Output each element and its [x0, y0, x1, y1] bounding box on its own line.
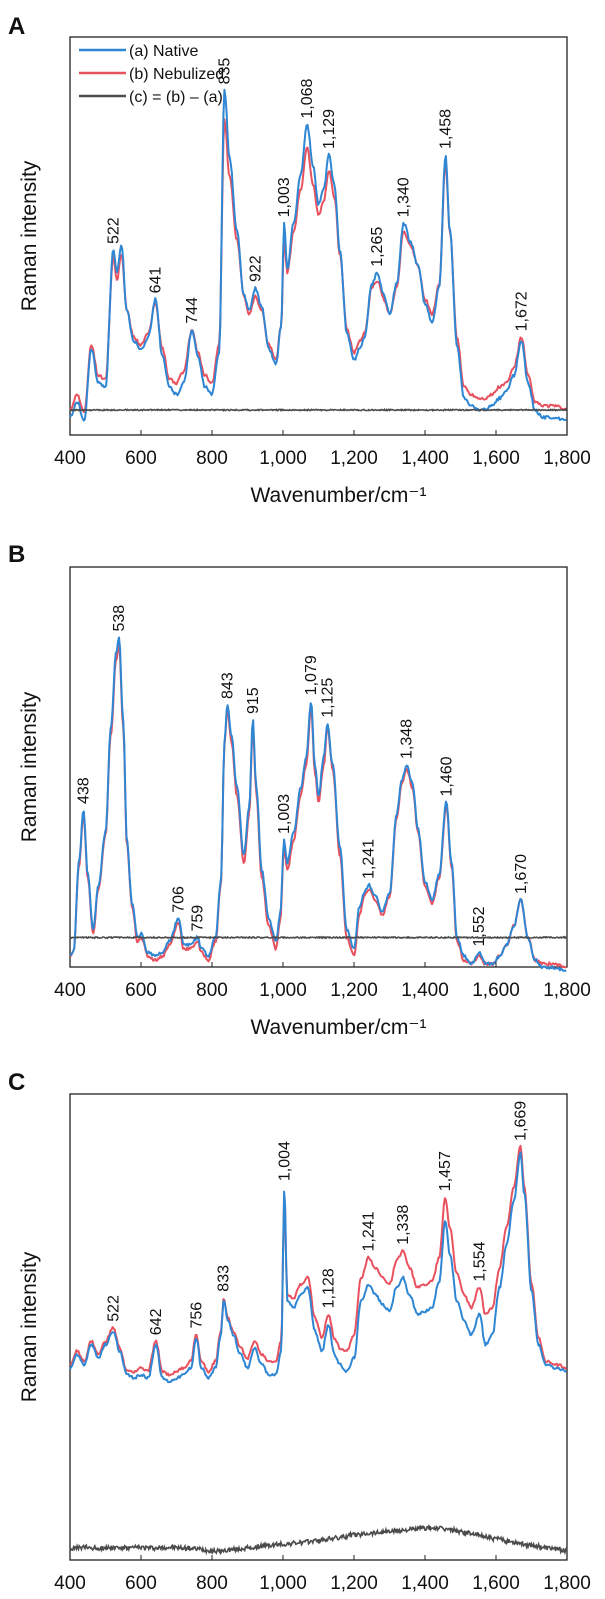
x-axis-title: Wavenumber/cm⁻¹	[250, 1016, 426, 1039]
peak-label: 1,672	[514, 291, 531, 331]
x-tick-label: 1,200	[330, 1573, 378, 1594]
peak-label: 1,669	[513, 1101, 530, 1141]
peak-label: 1,458	[438, 109, 455, 149]
x-tick-label: 1,200	[330, 980, 378, 1001]
series-line-native	[69, 636, 567, 972]
x-tick-label: 1,600	[472, 1573, 520, 1594]
x-tick-label: 800	[196, 980, 228, 1001]
peak-label: 744	[184, 297, 201, 324]
peak-label: 756	[188, 1302, 205, 1329]
series-line-native	[69, 88, 567, 422]
legend: (a) Native (b) Nebulized (c) = (b) – (a)	[79, 43, 224, 106]
plot-frame	[69, 566, 568, 968]
peak-label: 835	[216, 58, 233, 85]
peak-label: 1,457	[437, 1151, 454, 1191]
peak-label: 1,125	[319, 678, 336, 718]
peak-label: 833	[216, 1265, 233, 1292]
difference-line	[69, 1524, 568, 1556]
peak-label: 1,670	[513, 854, 530, 894]
peak-label: 922	[247, 255, 264, 282]
peak-label: 915	[245, 687, 262, 714]
panel-letter: C	[8, 1069, 25, 1096]
x-tick-label: 1,400	[401, 448, 449, 469]
peak-label: 1,348	[399, 719, 416, 759]
x-tick-label: 600	[125, 980, 157, 1001]
peak-label: 1,129	[321, 109, 338, 149]
x-tick-label: 600	[125, 1573, 157, 1594]
y-axis-title: Raman intensity	[18, 1251, 41, 1402]
peak-label: 1,003	[276, 177, 293, 217]
x-tick-label: 400	[54, 980, 86, 1001]
x-tick-label: 400	[54, 448, 86, 469]
peak-label: 1,338	[395, 1205, 412, 1245]
panel-b: B 400 600 800 1,000 1,200 1,400 1,600 1,800 Waven…	[8, 541, 591, 1039]
panel-c: C4006008001,0001,2001,4001,6001,800Waven…	[8, 1069, 591, 1594]
x-tick-label: 800	[196, 1573, 228, 1594]
peak-label: 1,068	[299, 78, 316, 118]
peak-label: 759	[189, 905, 206, 932]
x-tick-label: 1,800	[543, 448, 591, 469]
x-axis-title: Wavenumber/cm⁻¹	[250, 484, 426, 507]
peak-label: 522	[105, 1295, 122, 1322]
series-line-native	[69, 1151, 567, 1384]
x-tick-label: 1,200	[330, 448, 378, 469]
peak-label: 642	[148, 1308, 165, 1335]
difference-line	[69, 935, 568, 940]
legend-label: (c) = (b) – (a)	[129, 89, 223, 106]
x-tick-label: 1,800	[543, 1573, 591, 1594]
panel-a: A 400 600 800 1,000 1,200 1,400 1,600 1,800 Waven…	[8, 13, 591, 507]
peak-label: 1,265	[369, 227, 386, 267]
legend-label: (b) Nebulized	[129, 66, 224, 83]
series-line-nebulized	[69, 644, 567, 969]
peak-label: 438	[76, 777, 93, 804]
x-tick-label: 1,000	[259, 1573, 307, 1594]
plot-frame	[69, 1093, 568, 1561]
legend-label: (a) Native	[129, 43, 198, 60]
peak-label: 1,340	[396, 177, 413, 217]
peak-label: 641	[148, 267, 165, 294]
panel-letter: B	[8, 541, 25, 568]
plot-frame	[69, 36, 568, 436]
x-tick-label: 1,400	[401, 1573, 449, 1594]
peak-label: 1,079	[303, 655, 320, 695]
peak-label: 1,460	[438, 756, 455, 796]
x-tick-label: 1,800	[543, 980, 591, 1001]
x-tick-label: 1,000	[259, 980, 307, 1001]
x-tick-label: 1,400	[401, 980, 449, 1001]
peak-label: 538	[111, 605, 128, 632]
y-axis-title: Raman intensity	[18, 691, 41, 842]
peak-label: 522	[105, 217, 122, 244]
panel-letter: A	[8, 13, 25, 40]
x-tick-label: 1,000	[259, 448, 307, 469]
peak-label: 1,128	[320, 1268, 337, 1308]
peak-label: 1,241	[361, 1211, 378, 1251]
peak-label: 1,004	[276, 1141, 293, 1181]
peak-label: 706	[171, 886, 188, 913]
x-tick-label: 1,600	[472, 980, 520, 1001]
peak-label: 1,552	[471, 906, 488, 946]
peak-label: 1,003	[276, 794, 293, 834]
difference-line	[69, 408, 568, 412]
y-axis-title: Raman intensity	[18, 160, 41, 311]
peak-label: 1,241	[361, 839, 378, 879]
peak-label: 843	[219, 672, 236, 699]
peak-label: 1,554	[472, 1241, 489, 1281]
x-tick-label: 1,600	[472, 448, 520, 469]
series-line-nebulized	[69, 118, 567, 414]
x-tick-label: 800	[196, 448, 228, 469]
x-tick-label: 400	[54, 1573, 86, 1594]
x-tick-label: 600	[125, 448, 157, 469]
